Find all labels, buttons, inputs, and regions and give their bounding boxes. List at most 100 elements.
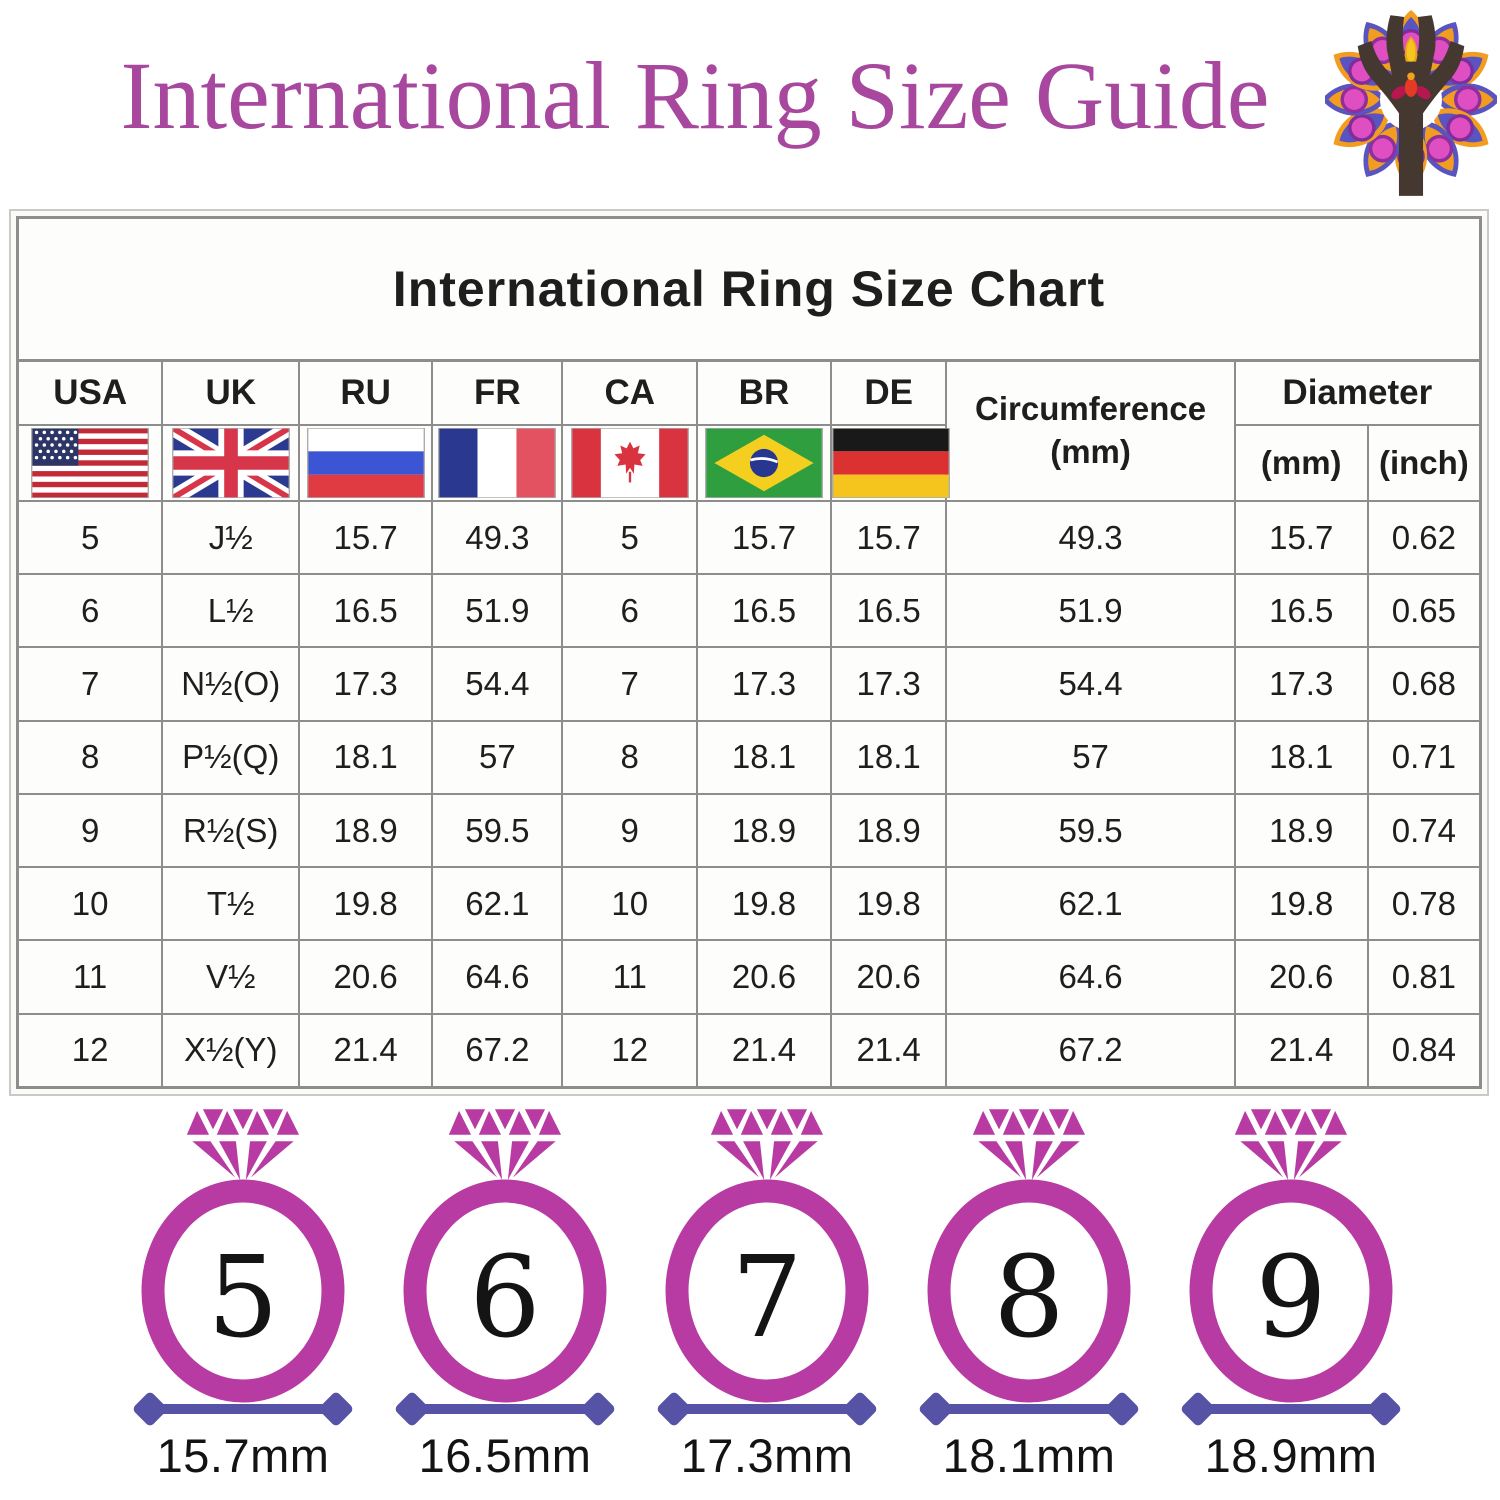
- table-row: 11 V½ 20.6 64.6 11 20.6 20.6 64.6 20.6 0…: [16, 939, 1482, 1015]
- column-header-br: BR: [696, 359, 832, 426]
- flag-usa-icon: [31, 428, 150, 498]
- diamond-ring-icon: [927, 1106, 1131, 1403]
- table-cell: 20.6: [1233, 939, 1369, 1015]
- flag-brazil-icon: [704, 428, 823, 498]
- flag-canada-icon: [570, 428, 689, 498]
- table-cell: P½(Q): [161, 719, 301, 795]
- table-cell: 15.7: [298, 499, 434, 576]
- table-cell: 11: [16, 939, 164, 1015]
- table-cell: 11: [561, 939, 699, 1015]
- table-cell: 15.7: [1233, 499, 1369, 576]
- ring-size-chart: International Ring Size Chart USA UK RU …: [9, 209, 1489, 1096]
- table-cell: 5: [561, 499, 699, 576]
- table-row: 10 T½ 19.8 62.1 10 19.8 19.8 62.1 19.8 0…: [16, 866, 1482, 942]
- ring-diameter-label: 15.7mm: [156, 1429, 330, 1482]
- table-cell: X½(Y): [161, 1012, 301, 1089]
- table-cell: T½: [161, 866, 301, 942]
- table-cell: 57: [945, 719, 1236, 795]
- flag-brazil-cell: [696, 424, 832, 502]
- table-cell: N½(O): [161, 646, 301, 722]
- flag-row: (mm) (inch): [16, 424, 1482, 502]
- ring-diagram: 5 15.7mm: [131, 1106, 355, 1483]
- table-cell: 0.74: [1366, 792, 1482, 869]
- flag-france-cell: [431, 424, 564, 502]
- table-cell: 0.68: [1366, 646, 1482, 722]
- measure-bar: [671, 1404, 863, 1414]
- table-cell: 5: [16, 499, 164, 576]
- flag-france-icon: [438, 428, 557, 498]
- ring-diagram: 7 17.3mm: [655, 1106, 879, 1483]
- diameter-measure-line: [1179, 1390, 1403, 1428]
- ring-diagram: 9 18.9mm: [1179, 1106, 1403, 1483]
- ring-diagram: 8 18.1mm: [917, 1106, 1141, 1483]
- table-cell: 0.65: [1366, 573, 1482, 649]
- table-cell: 9: [16, 792, 164, 869]
- column-header-ru: RU: [298, 359, 434, 426]
- table-cell: 7: [561, 646, 699, 722]
- table-cell: 54.4: [945, 646, 1236, 722]
- table-cell: J½: [161, 499, 301, 576]
- measure-bar: [1195, 1404, 1387, 1414]
- table-cell: 49.3: [431, 499, 564, 576]
- table-cell: 16.5: [1233, 573, 1369, 649]
- table-cell: 18.1: [1233, 719, 1369, 795]
- measure-endpoint-icon: [841, 1390, 879, 1428]
- ring-diagram: 6 16.5mm: [393, 1106, 617, 1483]
- diameter-measure-line: [131, 1390, 355, 1428]
- ring-diameter-label: 18.1mm: [942, 1429, 1116, 1482]
- table-cell: 17.3: [1233, 646, 1369, 722]
- ring-diameter-label: 18.9mm: [1204, 1429, 1378, 1482]
- table-cell: 51.9: [431, 573, 564, 649]
- column-header-fr: FR: [431, 359, 564, 426]
- table-title: International Ring Size Chart: [16, 216, 1482, 362]
- table-row: 7 N½(O) 17.3 54.4 7 17.3 17.3 54.4 17.3 …: [16, 646, 1482, 722]
- table-cell: V½: [161, 939, 301, 1015]
- table-cell: 6: [561, 573, 699, 649]
- table-cell: 19.8: [298, 866, 434, 942]
- table-cell: 21.4: [696, 1012, 832, 1089]
- table-cell: 0.84: [1366, 1012, 1482, 1089]
- circumference-unit: (mm): [1050, 433, 1131, 470]
- measure-bar: [933, 1404, 1125, 1414]
- table-cell: 16.5: [298, 573, 434, 649]
- column-header-diameter: Diameter: [1233, 359, 1482, 426]
- ring-size-number: 6: [469, 1233, 541, 1363]
- table-cell: 18.9: [696, 792, 832, 869]
- column-header-circumference: Circumference (mm): [945, 359, 1236, 502]
- table-cell: 15.7: [829, 499, 948, 576]
- table-row: 6 L½ 16.5 51.9 6 16.5 16.5 51.9 16.5 0.6…: [16, 573, 1482, 649]
- table-cell: L½: [161, 573, 301, 649]
- diameter-measure-line: [655, 1390, 879, 1428]
- column-header-uk: UK: [161, 359, 301, 426]
- table-cell: 10: [16, 866, 164, 942]
- table-cell: 19.8: [829, 866, 948, 942]
- table-cell: 0.81: [1366, 939, 1482, 1015]
- table-cell: 0.78: [1366, 866, 1482, 942]
- ring-size-number: 8: [993, 1233, 1065, 1363]
- measure-endpoint-icon: [317, 1390, 355, 1428]
- table-cell: 17.3: [696, 646, 832, 722]
- table-cell: 6: [16, 573, 164, 649]
- column-header-usa: USA: [16, 359, 164, 426]
- diameter-measure-line: [393, 1390, 617, 1428]
- table-cell: 18.1: [829, 719, 948, 795]
- ring-size-number: 9: [1255, 1233, 1327, 1363]
- ring-size-table: International Ring Size Chart USA UK RU …: [16, 216, 1482, 1089]
- table-cell: 12: [16, 1012, 164, 1089]
- table-cell: 59.5: [431, 792, 564, 869]
- table-cell: 0.71: [1366, 719, 1482, 795]
- table-cell: 20.6: [696, 939, 832, 1015]
- table-cell: 54.4: [431, 646, 564, 722]
- diamond-ring-icon: [1189, 1106, 1393, 1403]
- table-cell: 8: [16, 719, 164, 795]
- table-row: 8 P½(Q) 18.1 57 8 18.1 18.1 57 18.1 0.71: [16, 719, 1482, 795]
- ring-size-number: 5: [207, 1233, 279, 1363]
- measure-endpoint-icon: [1365, 1390, 1403, 1428]
- page-header: International Ring Size Guide: [0, 0, 1500, 205]
- table-cell: 8: [561, 719, 699, 795]
- table-cell: 19.8: [1233, 866, 1369, 942]
- table-cell: 21.4: [829, 1012, 948, 1089]
- table-cell: R½(S): [161, 792, 301, 869]
- table-cell: 9: [561, 792, 699, 869]
